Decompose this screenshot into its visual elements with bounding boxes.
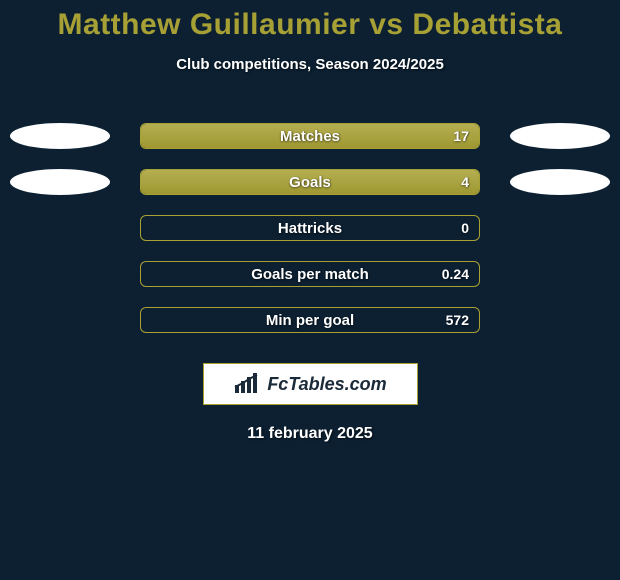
stat-label: Min per goal [141,308,479,332]
stat-value: 4 [461,170,469,194]
stat-bar: Min per goal572 [140,307,480,333]
ellipse-right [510,123,610,149]
stat-label: Goals per match [141,262,479,286]
date-text: 11 february 2025 [0,425,620,443]
stat-value: 572 [446,308,469,332]
stat-bar: Goals per match0.24 [140,261,480,287]
page-title: Matthew Guillaumier vs Debattista [0,0,620,42]
stats-container: Matches17 Goals4 Hattricks0 Goals per match… [0,113,620,343]
stat-row: Matches17 [0,113,620,159]
ellipse-left [10,123,110,149]
brand-text: FcTables.com [267,374,386,395]
stat-value: 0.24 [442,262,469,286]
ellipse-left [10,169,110,195]
ellipse-right [510,169,610,195]
stat-value: 17 [453,124,469,148]
brand-box: FcTables.com [203,363,418,405]
comparison-infographic: Matthew Guillaumier vs Debattista Club c… [0,0,620,580]
subtitle: Club competitions, Season 2024/2025 [0,56,620,73]
stat-row: Min per goal572 [0,297,620,343]
stat-row: Hattricks0 [0,205,620,251]
stat-bar: Goals4 [140,169,480,195]
stat-row: Goals4 [0,159,620,205]
stat-row: Goals per match0.24 [0,251,620,297]
stat-label: Hattricks [141,216,479,240]
stat-value: 0 [461,216,469,240]
stat-bar: Hattricks0 [140,215,480,241]
bars-icon [233,373,261,395]
stat-label: Goals [141,170,479,194]
stat-bar: Matches17 [140,123,480,149]
stat-label: Matches [141,124,479,148]
